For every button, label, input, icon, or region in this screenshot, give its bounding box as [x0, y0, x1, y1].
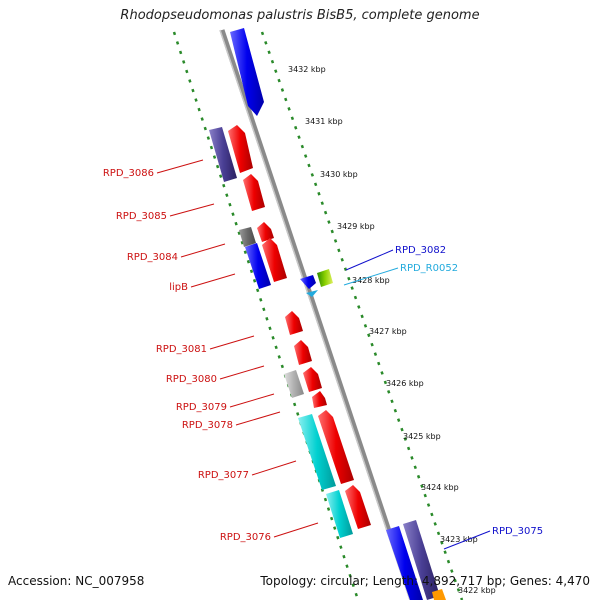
gene-block-cyan-3077: [298, 414, 336, 490]
outer-dotted-ring: [260, 31, 464, 600]
gene-label-connector: [343, 267, 399, 286]
gene-block-red-3076: [345, 485, 371, 529]
gene-label[interactable]: RPD_3076: [220, 532, 271, 543]
gene-block-green-r0052: [317, 269, 333, 287]
kbp-tick-label: 3429 kbp: [337, 222, 375, 231]
kbp-tick-group: 3432 kbp 3431 kbp 3430 kbp 3429 kbp 3428 kbp…: [288, 65, 496, 595]
kbp-tick-label: 3424 kbp: [421, 483, 459, 492]
gene-features: [209, 28, 446, 600]
genome-summary-text: Topology: circular; Length: 4,892,717 bp…: [260, 574, 590, 588]
gene-label[interactable]: lipB: [169, 282, 188, 293]
kbp-tick-label: 3423 kbp: [440, 535, 478, 544]
gene-label-connector: [345, 249, 394, 271]
map-title: Rhodopseudomonas palustris BisB5, comple…: [120, 8, 480, 23]
gene-label[interactable]: RPD_R0052: [400, 263, 458, 274]
accession-text: Accession: NC_007958: [8, 574, 145, 588]
gene-block-red-3080: [294, 340, 312, 365]
gene-block-red-lipb: [262, 238, 287, 282]
kbp-tick-label: 3422 kbp: [458, 586, 496, 595]
gene-block-cyan-r0052: [306, 290, 318, 297]
gene-block-cyan-3076: [326, 490, 353, 538]
kbp-tick-label: 3431 kbp: [305, 117, 343, 126]
gene-block-red-3086: [228, 125, 253, 173]
gene-block-blue-3075: [386, 526, 423, 600]
kbp-tick-label: 3432 kbp: [288, 65, 326, 74]
gene-label[interactable]: RPD_3078: [182, 420, 233, 431]
gene-block-orange-bottom: [432, 589, 446, 600]
gene-label[interactable]: RPD_3084: [127, 252, 178, 263]
kbp-tick-label: 3427 kbp: [369, 327, 407, 336]
gene-label-connector: [169, 203, 215, 217]
gene-block-navy-3086: [209, 127, 237, 182]
gene-block-blue-top: [230, 28, 264, 116]
gene-label[interactable]: RPD_3077: [198, 470, 249, 481]
gene-label-connector: [156, 159, 204, 174]
gene-label[interactable]: RPD_3085: [116, 211, 167, 222]
gene-block-navy-3075: [403, 520, 440, 600]
gene-label[interactable]: RPD_3082: [395, 245, 446, 256]
gene-label-connector: [209, 335, 255, 350]
gene-block-red-3078: [312, 391, 327, 408]
gene-label-connector: [273, 522, 319, 538]
gene-block-red-3079: [303, 367, 322, 392]
gene-label[interactable]: RPD_3086: [103, 168, 154, 179]
genome-backbone-highlight: [219, 29, 411, 600]
kbp-tick-label: 3425 kbp: [403, 432, 441, 441]
gene-block-blue-3082: [300, 275, 316, 289]
gene-block-dark-3084: [239, 227, 256, 247]
kbp-tick-label: 3428 kbp: [352, 276, 390, 285]
gene-block-red-3084a: [257, 222, 274, 242]
gene-label-connector: [251, 460, 297, 476]
gene-block-red-3077: [318, 410, 354, 484]
gene-label-connector: [235, 411, 281, 426]
gene-label[interactable]: RPD_3075: [492, 526, 543, 537]
gene-block-grey-3079: [284, 370, 304, 398]
genome-backbone: [219, 29, 415, 600]
gene-block-blue-lipb: [245, 243, 271, 289]
gene-block-red-3081: [285, 311, 303, 335]
kbp-tick-label: 3430 kbp: [320, 170, 358, 179]
gene-label-connector: [229, 393, 275, 408]
gene-label[interactable]: RPD_3079: [176, 402, 227, 413]
gene-block-red-3085: [243, 174, 265, 211]
gene-label-group: RPD_3086 RPD_3085 RPD_3084 lipB RPD_3081 RPD_…: [103, 159, 543, 550]
gene-label[interactable]: RPD_3080: [166, 374, 217, 385]
gene-label-connector: [180, 243, 226, 258]
gene-label-connector: [443, 530, 491, 550]
gene-label-connector: [190, 273, 236, 288]
gene-label-connector: [219, 365, 265, 380]
kbp-tick-label: 3426 kbp: [386, 379, 424, 388]
gene-label[interactable]: RPD_3081: [156, 344, 207, 355]
